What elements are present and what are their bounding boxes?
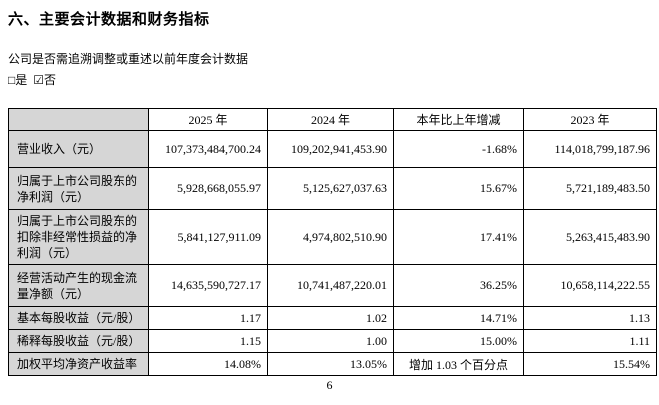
table-row: 归属于上市公司股东的净利润（元） 5,928,668,055.97 5,125,… — [8, 167, 657, 210]
cell-2025: 107,373,484,700.24 — [148, 130, 268, 168]
table-row: 基本每股收益（元/股） 1.17 1.02 14.71% 1.13 — [8, 306, 657, 330]
cell-2024: 109,202,941,453.90 — [267, 130, 394, 168]
row-label: 归属于上市公司股东的扣除非经常性损益的净利润（元） — [8, 209, 149, 265]
row-label: 营业收入（元） — [8, 130, 149, 168]
cell-change: 15.00% — [393, 329, 524, 353]
cell-2023: 1.11 — [523, 329, 657, 353]
table-header-row: 2025 年 2024 年 本年比上年增减 2023 年 — [8, 108, 657, 131]
cell-2024: 1.00 — [267, 329, 394, 353]
page-number: 6 — [326, 378, 333, 392]
cell-change: 14.71% — [393, 306, 524, 330]
cell-2023: 10,658,114,222.55 — [523, 264, 657, 307]
table-row: 营业收入（元） 107,373,484,700.24 109,202,941,4… — [8, 130, 657, 168]
checkbox-no-label: 否 — [44, 73, 57, 87]
financial-indicators-table: 2025 年 2024 年 本年比上年增减 2023 年 营业收入（元） 107… — [8, 108, 657, 376]
cell-change: 36.25% — [393, 264, 524, 307]
cell-2025: 1.15 — [148, 329, 268, 353]
cell-change: 15.67% — [393, 167, 524, 210]
cell-2025: 5,841,127,911.09 — [148, 209, 268, 265]
cell-2024: 5,125,627,037.63 — [267, 167, 394, 210]
table-row: 经营活动产生的现金流量净额（元） 14,635,590,727.17 10,74… — [8, 264, 657, 307]
section-title: 六、主要会计数据和财务指标 — [8, 12, 210, 28]
row-label: 稀释每股收益（元/股） — [8, 329, 149, 353]
cell-change: 17.41% — [393, 209, 524, 265]
header-yoy-change: 本年比上年增减 — [393, 108, 524, 131]
row-label: 经营活动产生的现金流量净额（元） — [8, 264, 149, 307]
header-2024: 2024 年 — [267, 108, 394, 131]
table-row: 加权平均净资产收益率 14.08% 13.05% 增加 1.03 个百分点 15… — [8, 352, 657, 376]
cell-2024: 4,974,802,510.90 — [267, 209, 394, 265]
cell-2023: 5,721,189,483.50 — [523, 167, 657, 210]
cell-2023: 1.13 — [523, 306, 657, 330]
checkbox-yes-icon: □ — [8, 73, 16, 87]
cell-2023: 15.54% — [523, 352, 657, 376]
cell-2024: 13.05% — [267, 352, 394, 376]
cell-change: -1.68% — [393, 130, 524, 168]
checkbox-no-icon: ☑ — [33, 73, 45, 87]
cell-2025: 1.17 — [148, 306, 268, 330]
header-2023: 2023 年 — [523, 108, 657, 131]
restatement-answer: □是 ☑否 — [8, 71, 56, 88]
row-label: 加权平均净资产收益率 — [8, 352, 149, 376]
cell-change: 增加 1.03 个百分点 — [393, 352, 524, 376]
cell-2025: 14.08% — [148, 352, 268, 376]
row-label: 基本每股收益（元/股） — [8, 306, 149, 330]
cell-2023: 5,263,415,483.90 — [523, 209, 657, 265]
restatement-question: 公司是否需追溯调整或重述以前年度会计数据 — [8, 52, 249, 66]
row-label: 归属于上市公司股东的净利润（元） — [8, 167, 149, 210]
header-2025: 2025 年 — [148, 108, 268, 131]
cell-2025: 14,635,590,727.17 — [148, 264, 268, 307]
table-row: 归属于上市公司股东的扣除非经常性损益的净利润（元） 5,841,127,911.… — [8, 209, 657, 265]
cell-2023: 114,018,799,187.96 — [523, 130, 657, 168]
checkbox-yes-label: 是 — [15, 73, 28, 87]
table-row: 稀释每股收益（元/股） 1.15 1.00 15.00% 1.11 — [8, 329, 657, 353]
header-empty — [8, 108, 149, 131]
cell-2025: 5,928,668,055.97 — [148, 167, 268, 210]
cell-2024: 1.02 — [267, 306, 394, 330]
cell-2024: 10,741,487,220.01 — [267, 264, 394, 307]
